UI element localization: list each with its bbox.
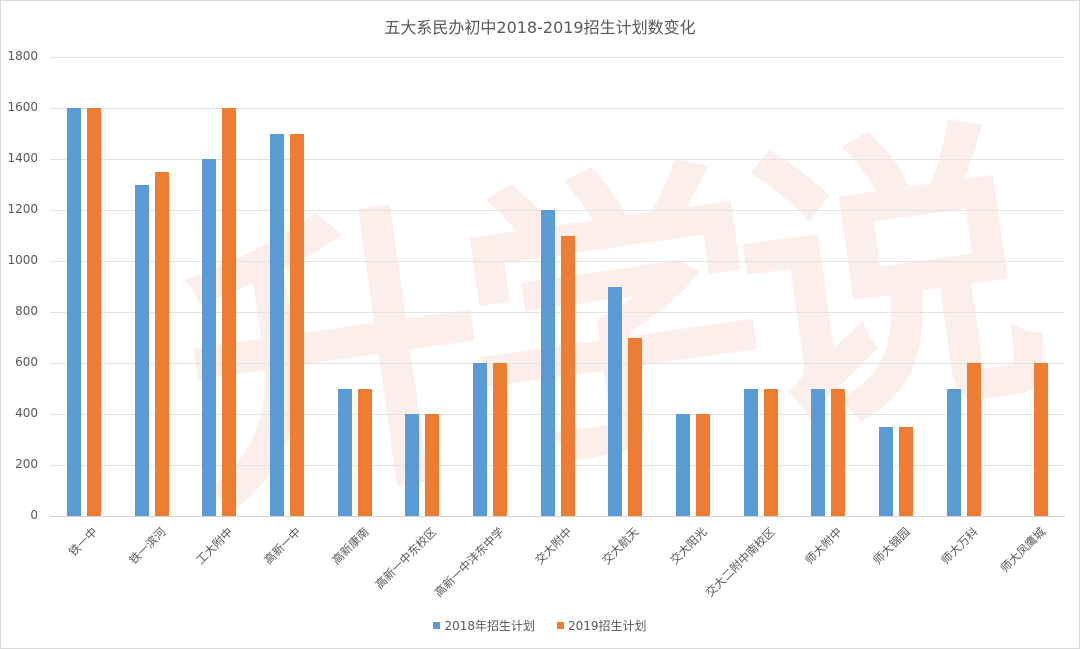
bar [695, 414, 710, 516]
gridline [50, 414, 1065, 415]
legend-item: 2018年招生计划 [433, 617, 535, 634]
bar [898, 426, 913, 516]
gridline [50, 57, 1065, 58]
bar [154, 171, 169, 516]
bar [289, 133, 304, 516]
bar [675, 414, 690, 516]
bar [1034, 363, 1049, 516]
bar [425, 414, 440, 516]
bar [134, 184, 149, 516]
y-tick-label: 1800 [7, 49, 38, 63]
gridline [50, 261, 1065, 262]
gridline [50, 159, 1065, 160]
bar [763, 388, 778, 516]
legend-label: 2018年招生计划 [444, 619, 535, 633]
bar [405, 414, 420, 516]
bar [540, 210, 555, 516]
bar [811, 388, 826, 516]
legend: 2018年招生计划 2019招生计划 [0, 617, 1080, 634]
y-tick-label: 1400 [7, 151, 38, 165]
legend-swatch-icon [433, 622, 441, 629]
y-tick-label: 1000 [7, 253, 38, 267]
bar [86, 108, 101, 516]
bar [946, 388, 961, 516]
bar [831, 388, 846, 516]
y-tick-label: 800 [15, 304, 38, 318]
bar [357, 388, 372, 516]
bar [269, 133, 284, 516]
gridline [50, 465, 1065, 466]
bar [492, 363, 507, 516]
gridline [50, 108, 1065, 109]
y-tick-label: 1200 [7, 202, 38, 216]
gridline [50, 363, 1065, 364]
bar [608, 286, 623, 516]
legend-label: 2019招生计划 [568, 619, 647, 633]
gridline [50, 516, 1065, 517]
y-tick-label: 0 [30, 508, 38, 522]
bar [966, 363, 981, 516]
bar [222, 108, 237, 516]
plot-area [50, 57, 1065, 517]
bar [628, 337, 643, 516]
chart-title: 五大系民办初中2018-2019招生计划数变化 [384, 18, 696, 37]
y-tick-label: 1600 [7, 100, 38, 114]
gridline [50, 210, 1065, 211]
gridline [50, 312, 1065, 313]
y-tick-label: 600 [15, 355, 38, 369]
bar [66, 108, 81, 516]
bar [560, 235, 575, 516]
bar [202, 159, 217, 516]
legend-swatch-icon [557, 622, 564, 629]
y-tick-label: 400 [15, 406, 38, 420]
bar [878, 426, 893, 516]
legend-item: 2019招生计划 [557, 617, 647, 634]
bar [337, 388, 352, 516]
bar [472, 363, 487, 516]
y-tick-label: 200 [15, 457, 38, 471]
bar [743, 388, 758, 516]
